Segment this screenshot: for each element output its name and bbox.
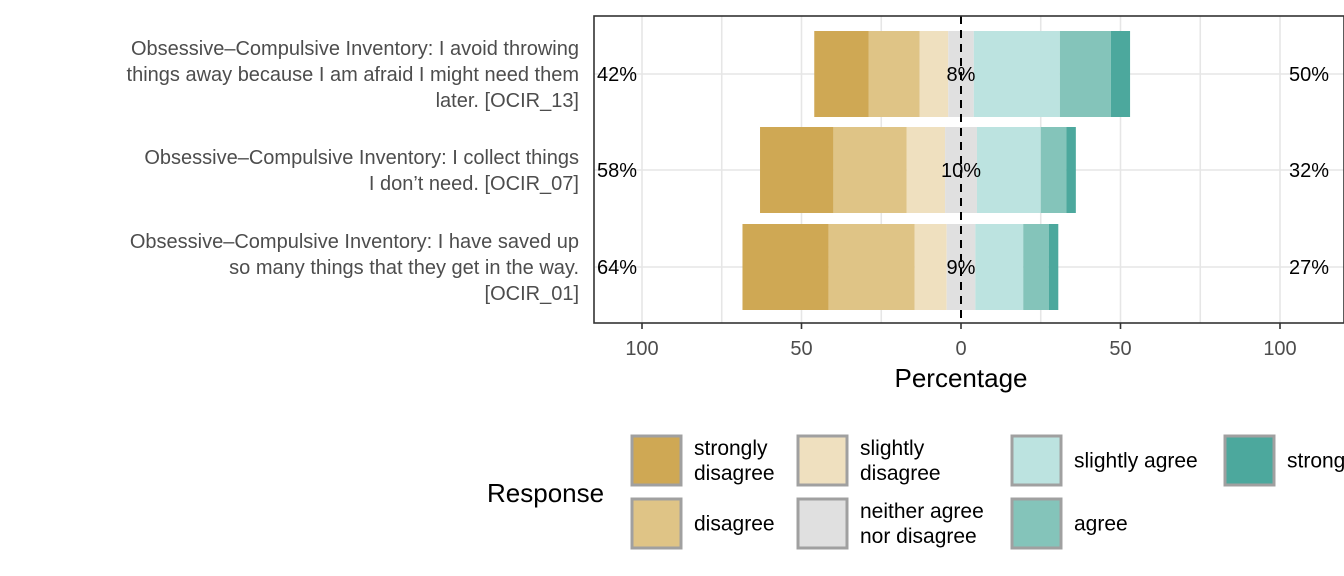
x-tick-label: 100 bbox=[1263, 338, 1296, 360]
high-percent-label: 32% bbox=[1289, 160, 1329, 182]
legend-label: slightly agree bbox=[1074, 450, 1198, 473]
bar-segment-disagree bbox=[868, 31, 920, 117]
item-label-line: later. [OCIR_13] bbox=[436, 90, 579, 112]
bar-segment-neither-agree-nor-disagree bbox=[946, 224, 976, 310]
neutral-percent-label: 8% bbox=[947, 64, 976, 86]
bar-segment-slightly-disagree bbox=[906, 127, 946, 213]
bar-segment-strongly-agree bbox=[1110, 31, 1131, 117]
item-label: Obsessive–Compulsive Inventory: I avoid … bbox=[127, 38, 579, 112]
legend-label: disagree bbox=[694, 513, 775, 536]
x-tick-label: 100 bbox=[625, 338, 658, 360]
legend-label: strongly disagree bbox=[694, 437, 775, 485]
bar-segment-slightly-agree bbox=[975, 224, 1024, 310]
legend-label-line: slightly agree bbox=[1074, 450, 1198, 473]
x-tick-label: 50 bbox=[1109, 338, 1131, 360]
legend-swatch-strongly-agree bbox=[1223, 434, 1276, 487]
legend-label: strong bbox=[1287, 450, 1344, 473]
legend-label: neither agree nor disagree bbox=[860, 500, 984, 548]
bar-segment-disagree bbox=[833, 127, 907, 213]
bar-segment-slightly-agree bbox=[976, 127, 1041, 213]
legend-swatch-slightly-agree bbox=[1010, 434, 1063, 487]
legend: Response strongly disagreedisagreeslightl… bbox=[487, 434, 1344, 550]
x-axis: 100 50 0 50 100 bbox=[625, 323, 1297, 360]
legend-label-line: nor disagree bbox=[860, 525, 977, 548]
x-tick-label: 50 bbox=[790, 338, 812, 360]
bar-segment-strongly-agree bbox=[1048, 224, 1059, 310]
high-percent-label: 50% bbox=[1289, 64, 1329, 86]
legend-label-line: disagree bbox=[694, 462, 775, 485]
percent-labels: 42% 8% 50% 58% 10% 32% 64% 9% 27% bbox=[597, 64, 1329, 279]
legend-swatch-neither-agree-nor-disagree bbox=[796, 497, 849, 550]
legend-label-line: neither agree bbox=[860, 500, 984, 523]
bar-segment-slightly-disagree bbox=[919, 31, 949, 117]
item-label-line: [OCIR_01] bbox=[485, 283, 579, 305]
neutral-percent-label: 9% bbox=[947, 257, 976, 279]
legend-label-line: strong bbox=[1287, 450, 1344, 473]
item-label-line: Obsessive–Compulsive Inventory: I collec… bbox=[144, 147, 579, 169]
bar-segment-disagree bbox=[828, 224, 915, 310]
item-labels: Obsessive–Compulsive Inventory: I avoid … bbox=[127, 38, 579, 305]
bar-segment-agree bbox=[1059, 31, 1111, 117]
panel-border bbox=[593, 15, 1344, 324]
item-label: Obsessive–Compulsive Inventory: I have s… bbox=[130, 231, 579, 305]
item-label-line: Obsessive–Compulsive Inventory: I have s… bbox=[130, 231, 579, 253]
bar-segment-strongly-disagree bbox=[760, 127, 834, 213]
bar-segment-strongly-disagree bbox=[742, 224, 829, 310]
bar-segment-strongly-disagree bbox=[814, 31, 869, 117]
legend-swatch-agree bbox=[1010, 497, 1063, 550]
legend-label-line: disagree bbox=[860, 462, 941, 485]
low-percent-label: 58% bbox=[597, 160, 637, 182]
high-percent-label: 27% bbox=[1289, 257, 1329, 279]
legend-label: agree bbox=[1074, 513, 1128, 536]
low-percent-label: 64% bbox=[597, 257, 637, 279]
item-label-line: things away because I am afraid I might … bbox=[127, 64, 579, 86]
legend-label: slightly disagree bbox=[860, 437, 941, 485]
legend-label-line: agree bbox=[1074, 513, 1128, 536]
legend-swatch-strongly-disagree bbox=[630, 434, 683, 487]
bar-segment-slightly-agree bbox=[973, 31, 1060, 117]
x-tick-label: 0 bbox=[955, 338, 966, 360]
bar-segment-slightly-disagree bbox=[914, 224, 947, 310]
legend-label-line: strongly bbox=[694, 437, 768, 460]
legend-label-line: disagree bbox=[694, 513, 775, 536]
legend-swatch-disagree bbox=[630, 497, 683, 550]
bar-segment-agree bbox=[1040, 127, 1067, 213]
bars bbox=[742, 31, 1131, 310]
low-percent-label: 42% bbox=[597, 64, 637, 86]
legend-title: Response bbox=[487, 478, 604, 508]
neutral-percent-label: 10% bbox=[941, 160, 981, 182]
item-label: Obsessive–Compulsive Inventory: I collec… bbox=[144, 147, 579, 195]
x-axis-title: Percentage bbox=[895, 363, 1028, 393]
bar-segment-agree bbox=[1023, 224, 1049, 310]
item-label-line: I don’t need. [OCIR_07] bbox=[369, 173, 579, 195]
item-label-line: Obsessive–Compulsive Inventory: I avoid … bbox=[131, 38, 579, 60]
legend-swatch-slightly-disagree bbox=[796, 434, 849, 487]
item-label-line: so many things that they get in the way. bbox=[229, 257, 579, 279]
legend-label-line: slightly bbox=[860, 437, 925, 460]
bar-segment-strongly-agree bbox=[1066, 127, 1076, 213]
